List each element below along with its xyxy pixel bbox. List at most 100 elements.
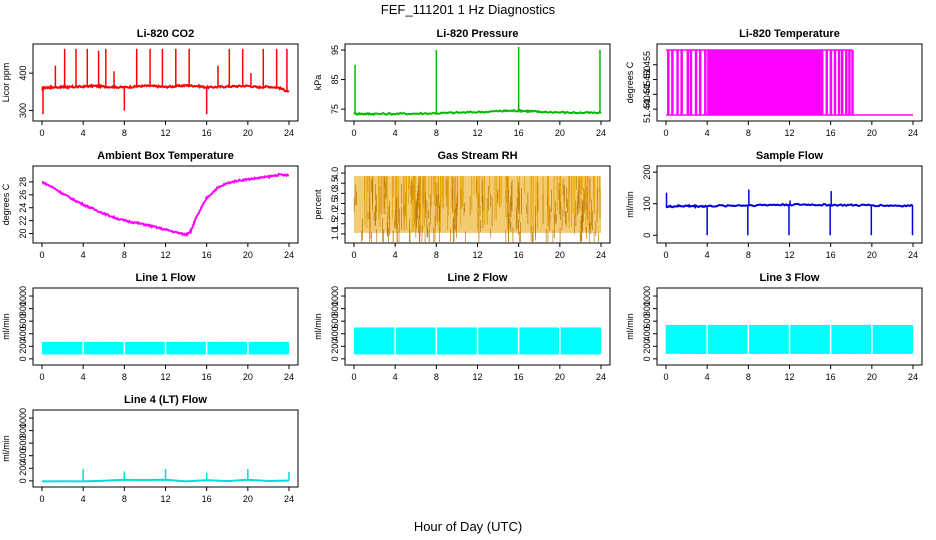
panel-title: Li-820 CO2 xyxy=(137,28,194,40)
panel-5: Sample Flow ml/min 0 4 8 12 16 20 24 0 100 200 xyxy=(625,150,923,260)
panel-8: Line 3 Flow ml/min 0 4 8 12 16 20 24 0 20040060080… xyxy=(625,272,923,382)
x-tick-label: 20 xyxy=(867,372,877,382)
panel-title: Sample Flow xyxy=(756,150,824,162)
toggle-stroke xyxy=(689,49,693,116)
y-tick-label: 4.0 xyxy=(330,167,340,180)
x-tick-label: 0 xyxy=(39,128,44,138)
y-tick-label: 51.445 xyxy=(642,81,652,109)
y-tick-label: 1.0 xyxy=(330,228,340,241)
panel-3: Ambient Box Temperature degrees C 0 4 8 12 16 2… xyxy=(1,150,299,260)
panel-ylabel: ml/min xyxy=(625,191,635,218)
x-tick-label: 16 xyxy=(202,494,212,504)
panel-0: Li-820 CO2 Licor ppm 0 4 8 12 16 20 24 300 400 xyxy=(1,28,299,138)
panel-title: Li-820 Pressure xyxy=(437,28,519,40)
y-tick-label: 3.0 xyxy=(330,187,340,200)
x-tick-label: 20 xyxy=(243,372,253,382)
y-tick-label: 3.5 xyxy=(330,177,340,190)
panel-ylabel: ml/min xyxy=(1,435,11,462)
x-tick-label: 8 xyxy=(746,372,751,382)
toggle-stroke xyxy=(694,49,698,116)
x-tick-label: 24 xyxy=(284,372,294,382)
x-tick-label: 0 xyxy=(39,372,44,382)
y-tick-label: 200 xyxy=(330,339,340,354)
x-tick-label: 8 xyxy=(434,372,439,382)
x-tick-label: 16 xyxy=(514,372,524,382)
x-tick-label: 20 xyxy=(243,250,253,260)
panel-data xyxy=(665,189,914,236)
y-tick-label: 800 xyxy=(642,301,652,316)
y-tick-label: 400 xyxy=(18,66,28,81)
series-line xyxy=(353,108,602,117)
y-tick-label: 1000 xyxy=(18,408,28,428)
x-tick-label: 4 xyxy=(705,250,710,260)
toggle-stroke xyxy=(704,49,707,116)
x-tick-label: 12 xyxy=(160,494,170,504)
x-tick-label: 8 xyxy=(122,128,127,138)
toggle-stroke xyxy=(845,49,848,116)
x-tick-label: 24 xyxy=(596,372,606,382)
toggle-stroke xyxy=(837,49,841,116)
y-tick-label: 800 xyxy=(18,423,28,438)
panel-9: Line 4 (LT) Flow ml/min 0 4 8 12 16 20 24 0 200400… xyxy=(1,394,299,504)
x-tick-label: 4 xyxy=(81,128,86,138)
x-tick-label: 16 xyxy=(826,250,836,260)
panel-frame xyxy=(32,43,299,122)
y-tick-label: 200 xyxy=(642,165,652,180)
panel-data xyxy=(353,47,602,117)
y-tick-label: 100 xyxy=(642,196,652,211)
panel-title: Line 3 Flow xyxy=(760,272,820,284)
x-tick-label: 24 xyxy=(284,494,294,504)
toggle-stroke xyxy=(829,49,833,116)
y-tick-label: 400 xyxy=(642,326,652,341)
toggle-stroke xyxy=(840,49,844,116)
y-tick-label: 95 xyxy=(330,45,340,55)
y-tick-label: 800 xyxy=(18,301,28,316)
y-tick-label: 24 xyxy=(18,203,28,213)
y-tick-label: 0 xyxy=(330,356,340,361)
panel-title: Line 2 Flow xyxy=(448,272,508,284)
toggle-stroke xyxy=(851,49,854,116)
x-tick-label: 4 xyxy=(705,372,710,382)
panel-title: Line 1 Flow xyxy=(136,272,196,284)
x-tick-label: 0 xyxy=(351,250,356,260)
series-line xyxy=(41,172,290,237)
x-tick-label: 12 xyxy=(472,250,482,260)
series-line xyxy=(41,83,290,93)
x-tick-label: 12 xyxy=(160,250,170,260)
x-tick-label: 4 xyxy=(705,128,710,138)
x-tick-label: 8 xyxy=(122,372,127,382)
y-tick-label: 1.5 xyxy=(330,218,340,231)
y-tick-label: 85 xyxy=(330,75,340,85)
panel-ylabel: Licor ppm xyxy=(1,63,11,103)
toggle-block xyxy=(709,49,824,116)
y-tick-label: 400 xyxy=(18,448,28,463)
panel-ylabel: ml/min xyxy=(625,313,635,340)
x-tick-label: 8 xyxy=(434,250,439,260)
figure-title: FEF_111201 1 Hz Diagnostics xyxy=(381,2,556,17)
x-tick-label: 4 xyxy=(81,250,86,260)
toggle-stroke xyxy=(667,49,670,116)
y-tick-label: 600 xyxy=(330,314,340,329)
y-tick-label: 600 xyxy=(642,314,652,329)
y-tick-label: 800 xyxy=(330,301,340,316)
x-tick-label: 20 xyxy=(867,250,877,260)
x-tick-label: 20 xyxy=(555,250,565,260)
panel-ylabel: kPa xyxy=(313,75,323,91)
y-tick-label: 2.0 xyxy=(330,207,340,220)
y-tick-label: 300 xyxy=(18,103,28,118)
x-tick-label: 16 xyxy=(202,250,212,260)
panel-ylabel: ml/min xyxy=(313,313,323,340)
x-tick-label: 0 xyxy=(663,372,668,382)
x-tick-label: 0 xyxy=(39,494,44,504)
y-tick-label: 51.455 xyxy=(642,51,652,79)
x-tick-label: 20 xyxy=(243,494,253,504)
x-tick-label: 24 xyxy=(284,250,294,260)
toggle-stroke xyxy=(676,49,679,116)
panel-ylabel: degrees C xyxy=(1,183,11,225)
y-tick-label: 1000 xyxy=(642,286,652,306)
x-tick-label: 24 xyxy=(596,128,606,138)
x-tick-label: 4 xyxy=(81,372,86,382)
x-tick-label: 8 xyxy=(122,250,127,260)
